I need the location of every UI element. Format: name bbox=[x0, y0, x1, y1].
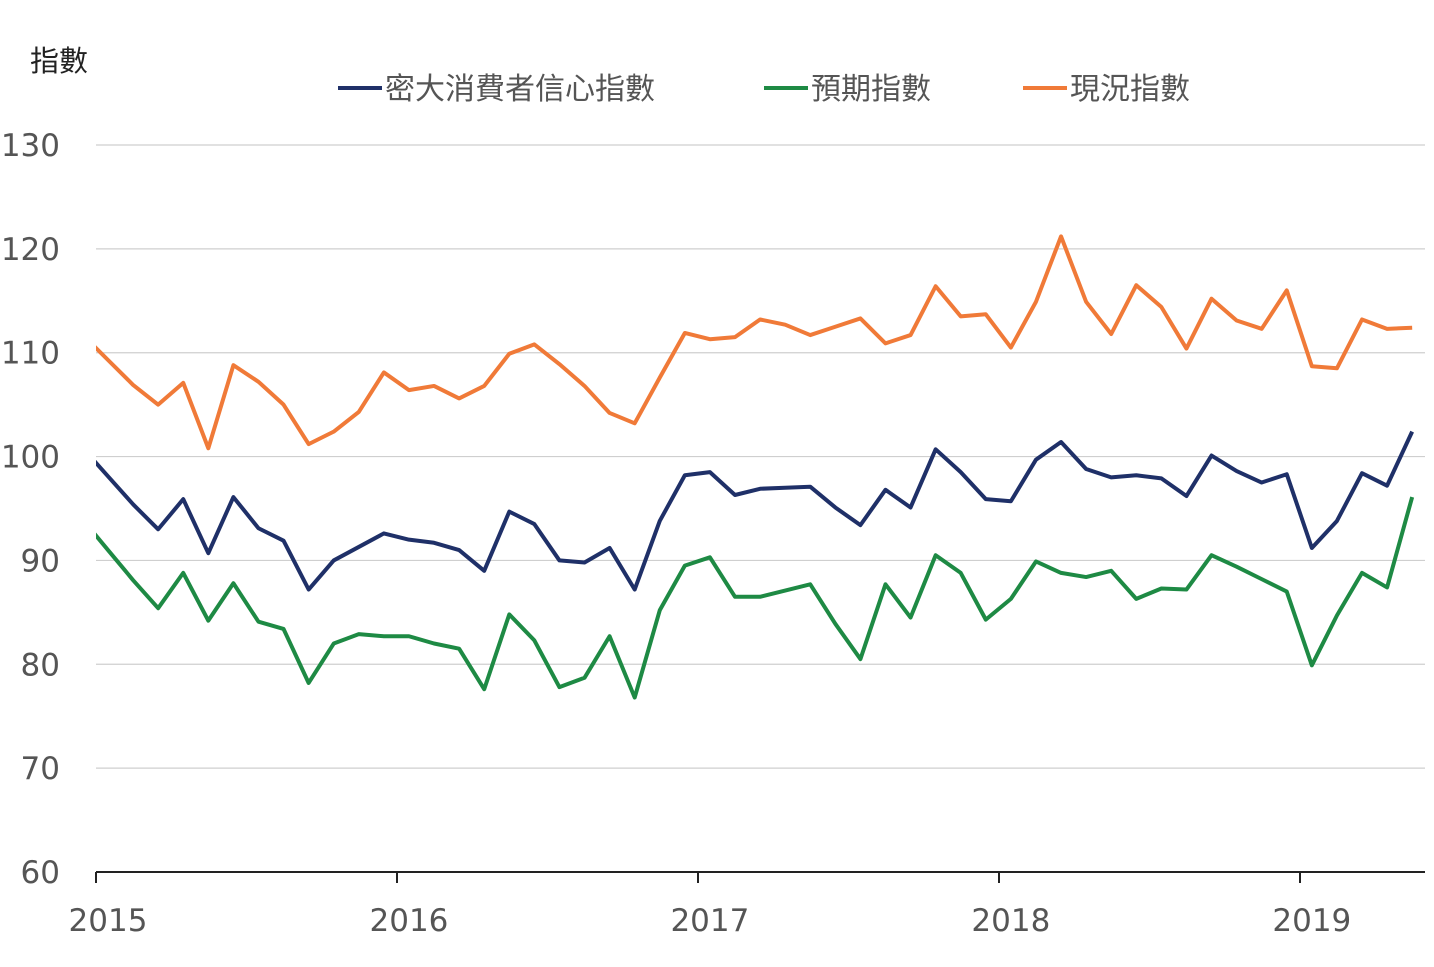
series-line bbox=[96, 234, 1413, 451]
legend-label: 預期指數 bbox=[811, 72, 931, 107]
x-tick-label: 2017 bbox=[670, 903, 749, 939]
y-tick-label: 60 bbox=[21, 855, 60, 891]
y-tick-label: 90 bbox=[21, 543, 60, 579]
y-tick-label: 120 bbox=[1, 232, 60, 268]
series-line bbox=[96, 496, 1415, 700]
x-tick-label: 2015 bbox=[69, 903, 148, 939]
series-line bbox=[96, 430, 1414, 592]
y-tick-label: 110 bbox=[1, 336, 60, 372]
legend-label: 密大消費者信心指數 bbox=[385, 72, 655, 107]
x-tick-label: 2019 bbox=[1272, 903, 1351, 939]
y-tick-label: 70 bbox=[21, 751, 60, 787]
y-axis-label: 指數 bbox=[30, 44, 88, 78]
x-tick-label: 2016 bbox=[370, 903, 449, 939]
x-tick-label: 2018 bbox=[971, 903, 1050, 939]
y-tick-label: 80 bbox=[21, 647, 60, 683]
y-tick-label: 100 bbox=[1, 440, 60, 476]
y-tick-label: 130 bbox=[1, 128, 60, 164]
legend-label: 現況指數 bbox=[1070, 72, 1190, 107]
